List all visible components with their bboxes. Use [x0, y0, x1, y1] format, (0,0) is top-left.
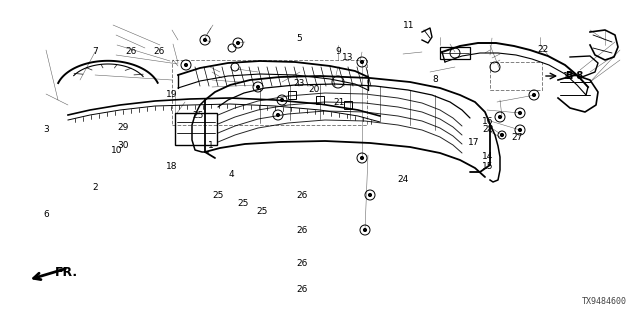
Text: 12: 12 [563, 72, 574, 81]
Text: 8: 8 [433, 76, 438, 84]
Text: 26: 26 [296, 191, 308, 200]
Text: 30: 30 [117, 141, 129, 150]
Text: 26: 26 [153, 47, 164, 56]
Text: 21: 21 [333, 98, 345, 107]
Text: 25: 25 [193, 111, 204, 120]
Circle shape [364, 228, 367, 231]
Circle shape [500, 133, 504, 137]
Circle shape [518, 111, 522, 115]
Text: 3: 3 [44, 125, 49, 134]
Text: 5: 5 [297, 34, 302, 43]
Bar [288, 91, 296, 99]
Text: 4: 4 [229, 170, 234, 179]
Circle shape [360, 156, 364, 159]
Text: 18: 18 [166, 162, 177, 171]
Circle shape [518, 129, 522, 132]
Bar [440, 47, 470, 59]
Circle shape [532, 93, 536, 97]
Text: B-8: B-8 [565, 71, 583, 81]
Text: 25: 25 [257, 207, 268, 216]
Text: 26: 26 [296, 285, 308, 294]
Text: 1: 1 [209, 141, 214, 150]
Bar [490, 62, 542, 90]
Bar [316, 96, 324, 104]
Text: 6: 6 [44, 210, 49, 219]
Circle shape [280, 99, 284, 101]
Text: 25: 25 [212, 191, 223, 200]
Text: 7: 7 [92, 47, 97, 56]
Text: 10: 10 [111, 146, 122, 155]
Text: 26: 26 [296, 226, 308, 235]
Text: 25: 25 [237, 199, 249, 208]
Text: 26: 26 [296, 260, 308, 268]
Circle shape [184, 63, 188, 67]
Text: 13: 13 [342, 53, 353, 62]
Text: 26: 26 [125, 47, 137, 56]
Text: 20: 20 [308, 85, 319, 94]
Text: 14: 14 [482, 152, 493, 161]
Text: 17: 17 [468, 138, 479, 147]
Text: 27: 27 [511, 133, 523, 142]
Circle shape [276, 114, 280, 116]
Text: 2: 2 [92, 183, 97, 192]
Circle shape [257, 85, 259, 89]
Bar [175, 113, 217, 145]
Circle shape [237, 42, 239, 44]
Bar [344, 101, 352, 109]
Text: 22: 22 [537, 45, 548, 54]
Text: FR.: FR. [55, 266, 78, 278]
Text: 11: 11 [403, 21, 414, 30]
Bar [172, 60, 367, 125]
Text: 15: 15 [482, 162, 493, 171]
Circle shape [204, 38, 207, 42]
Text: TX9484600: TX9484600 [582, 298, 627, 307]
Text: 16: 16 [482, 117, 493, 126]
Circle shape [369, 194, 371, 196]
Text: 29: 29 [117, 124, 129, 132]
Text: 23: 23 [294, 79, 305, 88]
Text: 9: 9 [335, 47, 340, 56]
Text: 28: 28 [482, 125, 493, 134]
Circle shape [499, 116, 502, 118]
Circle shape [360, 60, 364, 63]
Text: 24: 24 [397, 175, 409, 184]
Text: 19: 19 [166, 90, 177, 99]
